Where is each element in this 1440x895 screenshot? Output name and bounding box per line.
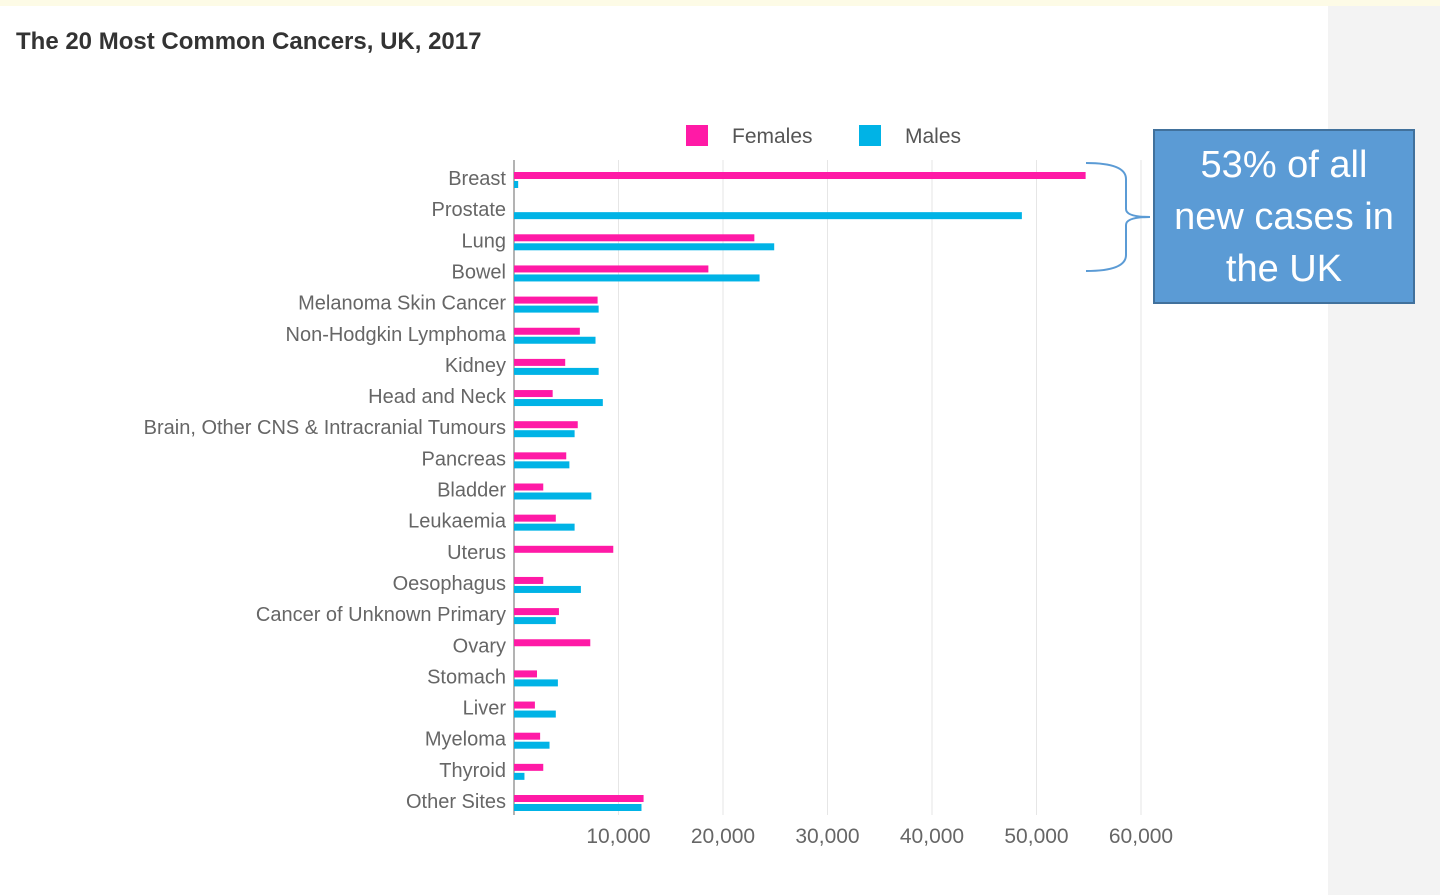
bar-males xyxy=(514,243,775,251)
annotation-callout: 53% of all new cases in the UK xyxy=(1153,129,1415,304)
category-label: Oesophagus xyxy=(393,573,506,595)
bar-females xyxy=(514,576,544,584)
bar-males xyxy=(514,804,642,811)
bar-females xyxy=(514,265,709,273)
category-label: Non-Hodgkin Lymphoma xyxy=(286,324,507,346)
category-label: Brain, Other CNS & Intracranial Tumours xyxy=(144,417,506,439)
bar-females xyxy=(514,483,544,491)
category-label: Pancreas xyxy=(422,448,507,470)
category-label: Liver xyxy=(463,698,507,720)
category-label: Breast xyxy=(448,168,506,190)
bar-females xyxy=(514,701,535,709)
bar-females xyxy=(514,545,614,553)
bar-females xyxy=(514,327,580,335)
bar-males xyxy=(514,399,603,407)
bar-males xyxy=(514,336,596,344)
annotation-bracket xyxy=(1085,162,1151,272)
bar-males xyxy=(514,367,599,375)
bar-females xyxy=(514,452,567,460)
bar-females xyxy=(514,670,537,678)
top-strip xyxy=(0,0,1440,6)
x-tick-label: 60,000 xyxy=(1109,825,1173,848)
bar-females xyxy=(514,358,566,366)
bar-males xyxy=(514,212,1022,220)
legend-swatch-males xyxy=(859,125,881,146)
bar-males xyxy=(514,617,556,625)
bar-males xyxy=(514,430,575,438)
category-label: Bladder xyxy=(437,480,506,502)
bar-males xyxy=(514,492,592,500)
bar-males xyxy=(514,710,556,718)
bar-females xyxy=(514,514,556,522)
bar-females xyxy=(514,296,598,304)
category-label: Stomach xyxy=(427,666,506,688)
bar-males xyxy=(514,305,599,313)
category-label: Cancer of Unknown Primary xyxy=(256,604,506,626)
bar-females xyxy=(514,639,591,647)
bar-males xyxy=(514,523,575,531)
bar-females xyxy=(514,390,553,398)
category-label: Head and Neck xyxy=(368,386,507,408)
category-label: Kidney xyxy=(445,355,506,377)
bar-females xyxy=(514,763,544,771)
bar-females xyxy=(514,421,578,429)
category-label: Prostate xyxy=(432,199,506,221)
category-label: Lung xyxy=(462,230,507,252)
x-tick-label: 40,000 xyxy=(900,825,964,848)
x-tick-label: 20,000 xyxy=(691,825,755,848)
chart-title: The 20 Most Common Cancers, UK, 2017 xyxy=(16,28,482,55)
legend-swatch-females xyxy=(686,125,708,146)
bar-females xyxy=(514,795,644,802)
bar-males xyxy=(514,274,760,282)
x-tick-label: 30,000 xyxy=(795,825,859,848)
legend-label-males: Males xyxy=(905,125,961,148)
bar-males xyxy=(514,772,525,780)
bar-males xyxy=(514,741,550,749)
category-label: Thyroid xyxy=(439,760,506,782)
bar-males xyxy=(514,679,558,687)
category-label: Ovary xyxy=(453,635,506,657)
bar-females xyxy=(514,172,1086,179)
category-label: Bowel xyxy=(452,261,506,283)
bar-males xyxy=(514,585,581,593)
category-label: Leukaemia xyxy=(408,511,507,533)
x-tick-label: 10,000 xyxy=(586,825,650,848)
bar-females xyxy=(514,732,541,740)
bar-males xyxy=(514,461,570,469)
category-label: Other Sites xyxy=(406,791,506,813)
category-label: Myeloma xyxy=(425,729,507,751)
category-label: Uterus xyxy=(447,542,506,564)
x-tick-label: 50,000 xyxy=(1004,825,1068,848)
bar-males xyxy=(514,181,519,188)
bar-females xyxy=(514,608,559,616)
legend-label-females: Females xyxy=(732,125,813,148)
bar-females xyxy=(514,234,755,242)
category-label: Melanoma Skin Cancer xyxy=(298,293,506,315)
